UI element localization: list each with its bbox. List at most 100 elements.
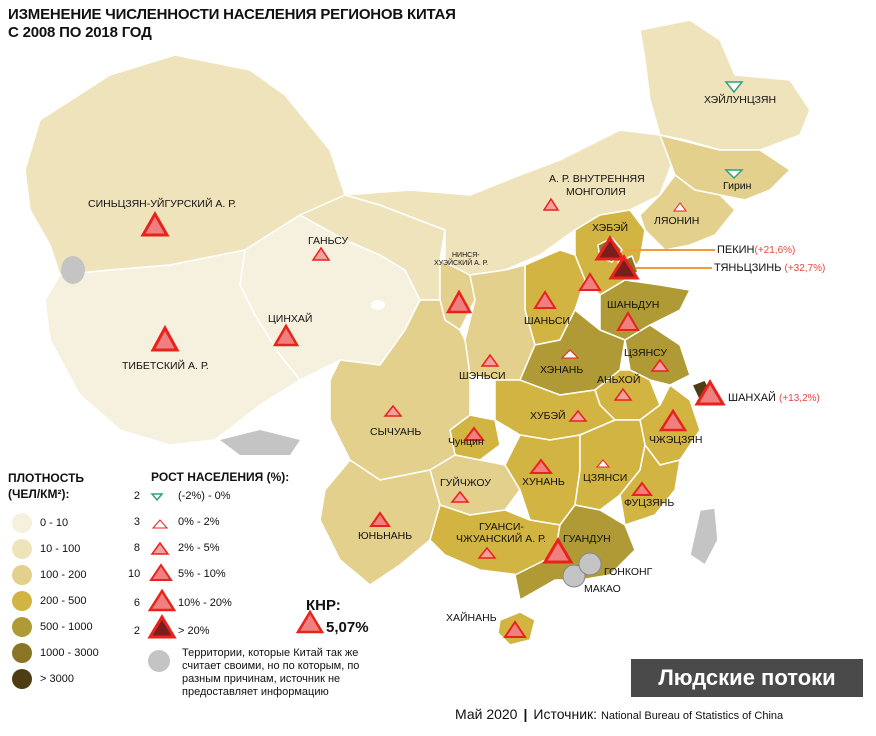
marker-jiangxi — [595, 459, 611, 468]
growth-legend-item: 6 10% - 20% — [128, 597, 232, 609]
footer-date: Май 2020 — [455, 706, 518, 722]
marker-shandong — [616, 311, 640, 331]
growth-label: 5% - 10% — [178, 568, 226, 580]
label-hebei: ХЭБЭЙ — [592, 222, 629, 234]
density-label: 1000 - 3000 — [40, 647, 99, 659]
label-tianjin: ТЯНЬЦЗИНЬ (+32,7%) — [714, 262, 825, 275]
growth-legend-symbols — [147, 493, 325, 672]
tianjin-pct: (+32,7%) — [784, 263, 826, 274]
growth-count: 2 — [133, 490, 140, 502]
label-jilin: Гирин — [723, 180, 752, 192]
label-chongqing: Чунцин — [448, 436, 484, 448]
density-swatch — [12, 669, 32, 689]
label-guangxi-2: ЧЖУАНСКИЙ А. Р. — [456, 533, 546, 545]
marker-qinghai — [272, 323, 300, 347]
marker-xinjiang — [140, 210, 170, 237]
macau-circle — [578, 552, 602, 576]
density-label: 10 - 100 — [40, 543, 81, 555]
marker-beijing — [594, 235, 626, 261]
label-macau: МАКАО — [584, 583, 621, 595]
footer-separator: | — [523, 706, 528, 722]
label-shaanxi: ШЭНЬСИ — [459, 370, 506, 382]
region-guangdong — [514, 504, 636, 601]
region-heilongjiang — [639, 19, 811, 151]
marker-hunan — [528, 458, 554, 474]
density-legend-item: 500 - 1000 — [12, 617, 93, 637]
marker-inner-mongolia — [542, 197, 560, 211]
growth-markers — [140, 81, 744, 638]
density-legend-title-2: (ЧЕЛ/КМ²): — [8, 487, 70, 501]
qinghai-lake — [371, 300, 385, 310]
label-qinghai: ЦИНХАЙ — [268, 313, 313, 325]
label-zhejiang: ЧЖЭЦЗЯН — [649, 434, 703, 446]
density-swatch — [12, 617, 32, 637]
growth-legend-title: РОСТ НАСЕЛЕНИЯ (%): — [151, 470, 290, 484]
label-guangdong: ГУАНДУН — [563, 533, 611, 545]
label-anhui: АНЬХОЙ — [597, 374, 641, 386]
marker-sichuan — [383, 404, 403, 417]
label-hong-kong: ГОНКОНГ — [604, 566, 653, 578]
footer-source-value: National Bureau of Statistics of China — [600, 710, 784, 722]
growth-label: > 20% — [178, 625, 210, 637]
density-legend-item: 100 - 200 — [12, 565, 86, 585]
region-taiwan — [689, 507, 719, 566]
knr-label: КНР: — [306, 597, 341, 614]
beijing-name: ПЕКИН — [717, 244, 755, 256]
label-shanxi: ШАНЬСИ — [524, 315, 570, 327]
map-title: ИЗМЕНЕНИЕ ЧИСЛЕННОСТИ НАСЕЛЕНИЯ РЕГИОНОВ… — [8, 6, 456, 42]
title-line-1: ИЗМЕНЕНИЕ ЧИСЛЕННОСТИ НАСЕЛЕНИЯ РЕГИОНОВ… — [8, 6, 456, 23]
growth-label: 2% - 5% — [178, 542, 220, 554]
density-legend-title-1: ПЛОТНОСТЬ — [8, 471, 85, 485]
density-label: 500 - 1000 — [40, 621, 93, 633]
territory-note: Территории, которые Китай так же считает… — [182, 647, 360, 698]
growth-count: 3 — [133, 516, 140, 528]
density-legend: ПЛОТНОСТЬ (ЧЕЛ/КМ²): — [8, 470, 84, 502]
label-jiangsu: ЦЗЯНСУ — [624, 347, 668, 359]
label-henan: ХЭНАНЬ — [540, 364, 584, 376]
marker-zhejiang — [658, 408, 688, 432]
shanghai-name: ШАНХАЙ — [728, 392, 776, 404]
density-label: 100 - 200 — [40, 569, 87, 581]
title-line-2: С 2008 ПО 2018 ГОД — [8, 24, 152, 41]
label-sichuan: СЫЧУАНЬ — [370, 426, 422, 438]
marker-jilin — [724, 169, 744, 180]
brand-badge: Людские потоки — [631, 659, 863, 697]
density-swatch — [12, 539, 32, 559]
density-label: 0 - 10 — [40, 517, 69, 529]
marker-tibet — [150, 324, 180, 352]
label-inner-mongolia-2: МОНГОЛИЯ — [566, 186, 626, 198]
density-legend-item: 200 - 500 — [12, 591, 86, 611]
knr-value: 5,07% — [326, 619, 369, 636]
growth-legend-item: 8 2% - 5% — [128, 542, 220, 554]
growth-count: 8 — [133, 542, 140, 554]
label-gansu: ГАНЬСУ — [308, 235, 349, 247]
marker-heilongjiang — [724, 81, 744, 94]
label-hunan: ХУНАНЬ — [522, 476, 565, 488]
label-heilongjiang: ХЭЙЛУНЦЗЯН — [704, 94, 777, 106]
density-legend-item: 10 - 100 — [12, 539, 80, 559]
marker-hainan — [503, 620, 527, 638]
marker-guizhou — [450, 490, 470, 503]
density-legend-item: 0 - 10 — [12, 513, 68, 533]
marker-fujian — [631, 481, 653, 496]
density-label: 200 - 500 — [40, 595, 87, 607]
density-legend-item: 1000 - 3000 — [12, 643, 99, 663]
marker-ningxia — [445, 289, 473, 314]
label-liaoning: ЛЯОНИН — [654, 215, 700, 227]
marker-anhui — [613, 387, 633, 401]
growth-legend-item: 2 (-2%) - 0% — [128, 490, 231, 502]
growth-legend-item: 3 0% - 2% — [128, 516, 220, 528]
label-inner-mongolia-1: А. Р. ВНУТРЕННЯЯ — [549, 173, 645, 185]
footer-source-label: Источник: — [533, 706, 598, 722]
label-yunnan: ЮНЬНАНЬ — [358, 530, 413, 542]
label-guangxi-1: ГУАНСИ- — [479, 521, 524, 533]
label-tibet: ТИБЕТСКИЙ А. Р. — [122, 360, 209, 372]
density-swatch — [12, 513, 32, 533]
density-legend-item: > 3000 — [12, 669, 74, 689]
beijing-pct: (+21,6%) — [754, 245, 796, 256]
label-beijing: ПЕКИН(+21,6%) — [717, 244, 795, 257]
growth-label: (-2%) - 0% — [178, 490, 231, 502]
disputed-south-tibet — [220, 430, 300, 455]
marker-hubei — [568, 409, 588, 422]
marker-guangdong — [542, 537, 574, 564]
